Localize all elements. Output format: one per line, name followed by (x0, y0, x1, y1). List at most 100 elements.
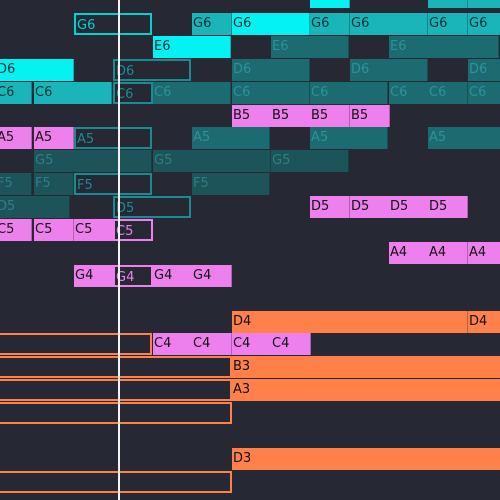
note-label: D5 (351, 199, 370, 214)
note-block[interactable]: D5 (428, 196, 468, 218)
note-block-selected[interactable]: F5 (74, 173, 152, 195)
note-block[interactable]: D5 (350, 196, 390, 218)
note-block-selected[interactable]: A5 (74, 127, 152, 149)
note-block[interactable]: G6 (428, 13, 468, 35)
note-block[interactable]: C5 (34, 219, 74, 241)
note-block[interactable]: E6 (389, 36, 499, 58)
note-block[interactable]: B5 (232, 105, 272, 127)
note-block[interactable]: G5 (34, 150, 152, 172)
note-block[interactable]: G5 (153, 150, 271, 172)
note-block[interactable]: A5 (310, 127, 388, 149)
note-block[interactable]: D6 (350, 59, 428, 81)
note-block[interactable]: A4 (389, 242, 429, 264)
note-block[interactable]: C6 (0, 82, 32, 104)
note-block[interactable]: C4 (153, 333, 193, 355)
note-block[interactable]: B5 (350, 105, 390, 127)
note-block-selected[interactable]: D5 (113, 196, 191, 218)
note-block[interactable]: D6 (0, 59, 74, 81)
note-label: A4 (469, 245, 487, 260)
note-block[interactable]: D5 (389, 196, 429, 218)
note-label: G5 (35, 153, 54, 168)
note-label: C6 (311, 85, 329, 100)
note-block[interactable]: C6 (153, 82, 231, 104)
note-label: D5 (429, 199, 448, 214)
note-block[interactable]: D5 (0, 196, 70, 218)
note-block[interactable] (0, 356, 232, 378)
note-label: E6 (154, 39, 171, 54)
note-label: C4 (193, 336, 211, 351)
note-label: F5 (0, 176, 13, 191)
note-block[interactable]: A6 (468, 0, 500, 8)
note-block[interactable]: A4 (428, 242, 468, 264)
note-block[interactable] (0, 379, 232, 401)
note-block[interactable]: D6 (468, 59, 500, 81)
note-block[interactable]: C4 (232, 333, 272, 355)
note-block[interactable]: A5 (428, 127, 500, 149)
note-label: G5 (272, 153, 291, 168)
note-block[interactable]: A6 (310, 0, 350, 8)
note-label: G6 (77, 18, 96, 33)
note-block[interactable]: D6 (232, 59, 310, 81)
note-block[interactable]: A5 (34, 127, 74, 149)
note-label: C5 (35, 222, 53, 237)
note-block[interactable]: C5 (74, 219, 114, 241)
note-block[interactable]: C6 (428, 82, 468, 104)
note-label: A6 (429, 0, 446, 4)
note-block[interactable]: B3 (232, 356, 500, 378)
note-block[interactable]: G4 (192, 265, 232, 287)
note-label: D4 (469, 314, 488, 329)
note-block[interactable]: E6 (153, 36, 231, 58)
note-block-selected[interactable]: G6 (74, 13, 152, 35)
note-block[interactable]: G6 (468, 13, 500, 35)
note-block[interactable]: B5 (271, 105, 311, 127)
note-block[interactable]: C6 (468, 82, 500, 104)
note-block[interactable] (0, 402, 232, 424)
note-block[interactable]: A6 (428, 0, 468, 8)
note-block[interactable]: C4 (192, 333, 232, 355)
note-label: A5 (0, 130, 15, 145)
note-block[interactable] (0, 333, 152, 355)
note-block[interactable] (0, 471, 232, 493)
note-block[interactable]: F5 (192, 173, 270, 195)
note-block[interactable]: E6 (271, 36, 349, 58)
note-label: F5 (77, 178, 93, 193)
note-block[interactable]: G6 (192, 13, 232, 35)
playhead-line[interactable] (118, 0, 120, 500)
note-block[interactable]: A4 (468, 242, 500, 264)
note-label: D5 (311, 199, 330, 214)
note-label: A5 (193, 130, 211, 145)
note-block[interactable]: G6 (310, 13, 350, 35)
note-block[interactable]: D4 (232, 311, 468, 333)
note-label: C5 (75, 222, 93, 237)
note-label: F5 (193, 176, 209, 191)
note-label: B5 (272, 108, 290, 123)
note-label: C4 (233, 336, 251, 351)
note-block[interactable]: F5 (34, 173, 74, 195)
note-block[interactable]: G4 (153, 265, 193, 287)
note-block[interactable]: C6 (232, 82, 310, 104)
note-label: A4 (429, 245, 447, 260)
note-block[interactable]: F5 (0, 173, 32, 195)
note-block[interactable]: D5 (310, 196, 350, 218)
note-block[interactable]: D3 (232, 448, 500, 470)
note-block[interactable]: A5 (0, 127, 32, 149)
note-block[interactable]: G6 (350, 13, 428, 35)
note-block[interactable]: C6 (34, 82, 112, 104)
note-label: D6 (233, 62, 252, 77)
note-block[interactable]: A5 (192, 127, 270, 149)
note-label: D5 (0, 199, 16, 214)
note-block[interactable]: C6 (310, 82, 388, 104)
note-block[interactable]: B5 (310, 105, 350, 127)
note-block[interactable]: D4 (468, 311, 500, 333)
note-block[interactable]: G5 (271, 150, 349, 172)
note-label: B5 (233, 108, 251, 123)
note-block[interactable]: C5 (0, 219, 32, 241)
note-block-selected[interactable]: D6 (113, 59, 191, 81)
note-label: D4 (233, 314, 252, 329)
note-block[interactable]: G4 (74, 265, 114, 287)
note-block[interactable]: A3 (232, 379, 500, 401)
note-block[interactable]: G6 (232, 13, 310, 35)
note-block[interactable]: C4 (271, 333, 311, 355)
note-label: G4 (75, 268, 94, 283)
